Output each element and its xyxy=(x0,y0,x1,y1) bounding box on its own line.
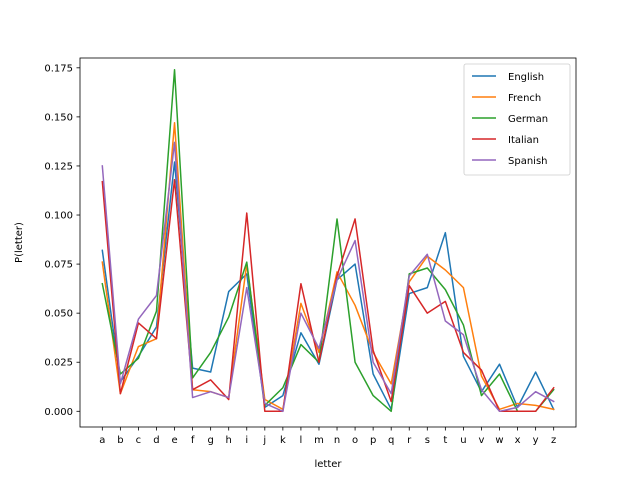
y-tick-label: 0.025 xyxy=(44,358,73,369)
legend-label: French xyxy=(508,93,541,104)
series-line-italian xyxy=(101,178,555,413)
x-tick-label: z xyxy=(551,435,556,446)
x-tick-label: i xyxy=(245,435,248,446)
y-tick-label: 0.125 xyxy=(44,161,73,172)
x-tick-label: g xyxy=(207,435,213,446)
x-tick-label: y xyxy=(533,435,539,446)
y-tick-label: 0.150 xyxy=(44,112,73,123)
y-tick-label: 0.075 xyxy=(44,260,73,271)
x-tick-label: o xyxy=(352,435,358,446)
x-tick-label: l xyxy=(300,435,303,446)
legend-label: English xyxy=(508,72,544,83)
x-tick-label: u xyxy=(460,435,466,446)
y-tick-label: 0.100 xyxy=(44,211,73,222)
x-tick-label: e xyxy=(171,435,177,446)
series-line-spanish xyxy=(101,141,555,413)
x-tick-label: d xyxy=(153,435,159,446)
x-tick-label: h xyxy=(226,435,232,446)
x-tick-label: s xyxy=(425,435,430,446)
legend-box xyxy=(463,63,571,176)
x-tick-label: r xyxy=(407,435,412,446)
x-tick-label: p xyxy=(370,435,376,446)
x-tick-label: b xyxy=(117,435,123,446)
legend-label: Italian xyxy=(508,135,539,146)
y-axis-ticks: 0.000 0.025 0.050 0.075 0.100 0.125 0.150 0.175 xyxy=(44,63,80,418)
legend: English French German Italian Spanish xyxy=(463,63,571,176)
x-tick-label: q xyxy=(388,435,394,446)
x-tick-label: w xyxy=(495,435,503,446)
x-tick-label: k xyxy=(280,435,286,446)
series-lines xyxy=(101,69,555,413)
x-tick-label: x xyxy=(515,435,521,446)
y-tick-label: 0.000 xyxy=(44,407,73,418)
y-axis-title: P(letter) xyxy=(14,222,25,263)
y-tick-label: 0.050 xyxy=(44,309,73,320)
x-tick-label: a xyxy=(99,435,105,446)
series-line-german xyxy=(101,69,555,413)
x-tick-label: v xyxy=(479,435,485,446)
legend-label: German xyxy=(508,114,548,125)
x-axis-title: letter xyxy=(314,459,342,470)
x-tick-label: n xyxy=(334,435,340,446)
x-tick-label: j xyxy=(262,435,266,446)
x-tick-label: m xyxy=(314,435,324,446)
plot-frame xyxy=(79,57,577,428)
x-tick-label: c xyxy=(136,435,142,446)
y-tick-label: 0.175 xyxy=(44,63,73,74)
legend-label: Spanish xyxy=(508,156,548,167)
x-tick-label: t xyxy=(443,435,447,446)
x-tick-label: f xyxy=(191,435,195,446)
